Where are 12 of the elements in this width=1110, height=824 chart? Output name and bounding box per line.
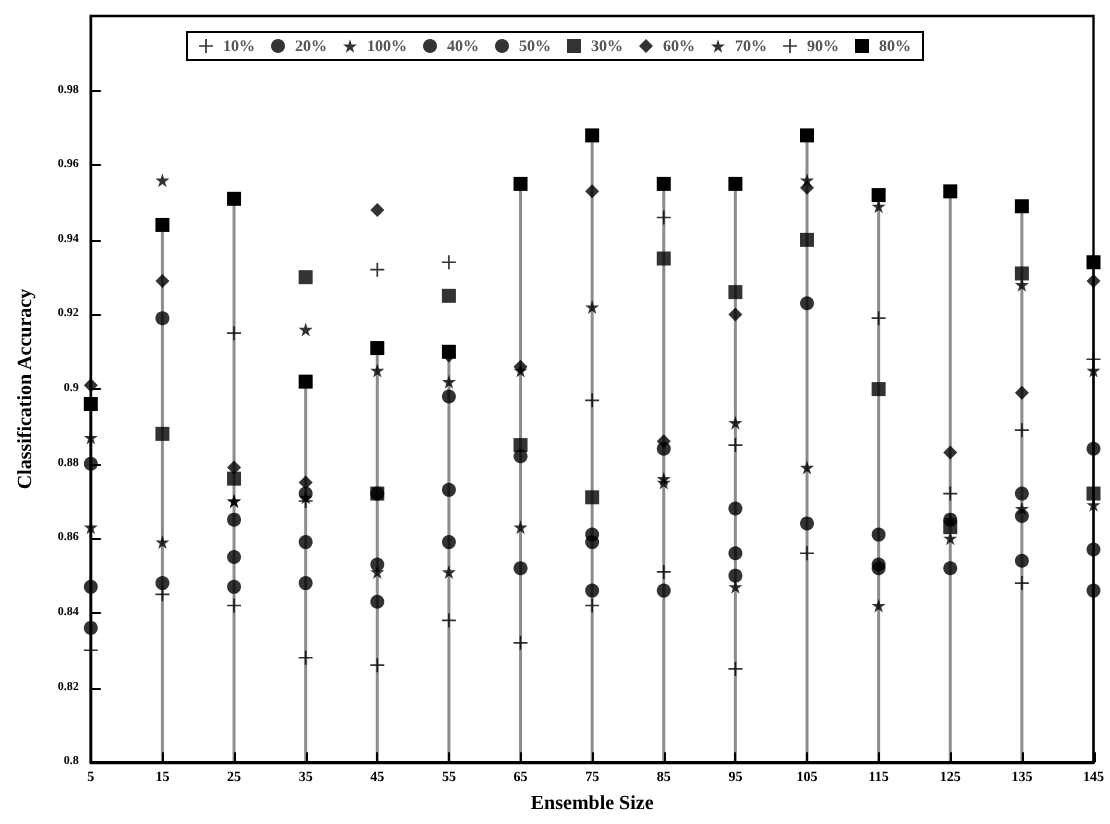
legend-label: 80% <box>879 37 911 55</box>
legend-label: 100% <box>367 37 407 55</box>
legend-label: 10% <box>223 37 255 55</box>
y-axis-title: Classification Accuracy <box>15 288 37 490</box>
legend-label: 30% <box>591 37 623 55</box>
legend-label: 70% <box>735 37 767 55</box>
legend-label: 40% <box>447 37 479 55</box>
legend-label: 60% <box>663 37 695 55</box>
legend-label: 50% <box>519 37 551 55</box>
x-axis-title: Ensemble Size <box>530 793 655 815</box>
legend-label: 20% <box>295 37 327 55</box>
legend-label: 90% <box>807 37 839 55</box>
